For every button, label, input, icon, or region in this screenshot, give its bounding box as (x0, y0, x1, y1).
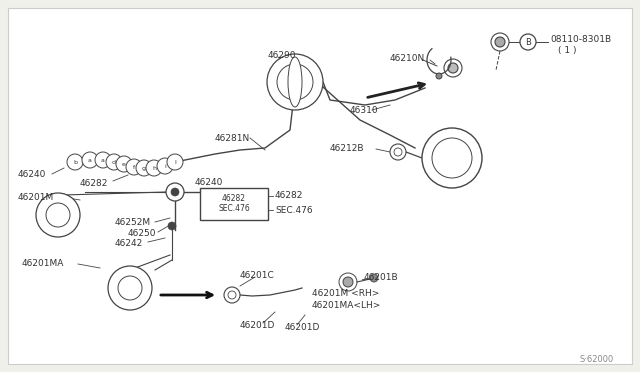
Text: 08110-8301B: 08110-8301B (550, 35, 611, 44)
Text: 46210N: 46210N (390, 54, 425, 62)
Text: 46201C: 46201C (240, 270, 275, 279)
Circle shape (390, 144, 406, 160)
Circle shape (95, 152, 111, 168)
Text: 46282: 46282 (275, 190, 303, 199)
Text: 46201M <RH>: 46201M <RH> (312, 289, 380, 298)
Circle shape (167, 154, 183, 170)
Text: 46201M: 46201M (18, 192, 54, 202)
Circle shape (224, 287, 240, 303)
Text: 46281N: 46281N (215, 134, 250, 142)
Text: 46201B: 46201B (364, 273, 399, 282)
Circle shape (228, 291, 236, 299)
Circle shape (126, 159, 142, 175)
Text: 46242: 46242 (115, 238, 143, 247)
Circle shape (267, 54, 323, 110)
Text: h: h (152, 166, 156, 170)
Bar (200, 188, 268, 220)
Text: 46282: 46282 (80, 179, 108, 187)
Text: 46282: 46282 (222, 193, 246, 202)
Circle shape (436, 73, 442, 79)
Text: 46201D: 46201D (285, 324, 321, 333)
Text: 46212B: 46212B (330, 144, 365, 153)
Circle shape (136, 160, 152, 176)
Text: d: d (112, 160, 116, 164)
Text: f: f (133, 164, 135, 170)
Text: 46240: 46240 (18, 170, 46, 179)
Text: 46240: 46240 (195, 177, 223, 186)
Text: e: e (122, 161, 126, 167)
Text: b: b (73, 160, 77, 164)
Circle shape (118, 276, 142, 300)
Circle shape (343, 277, 353, 287)
Circle shape (394, 148, 402, 156)
Ellipse shape (288, 57, 302, 107)
Circle shape (171, 188, 179, 196)
Text: a: a (101, 157, 105, 163)
Text: SEC.476: SEC.476 (218, 203, 250, 212)
Circle shape (277, 64, 313, 100)
Circle shape (157, 158, 173, 174)
Circle shape (67, 154, 83, 170)
Text: 46201D: 46201D (240, 321, 275, 330)
Circle shape (168, 222, 176, 230)
Circle shape (108, 266, 152, 310)
Text: B: B (525, 38, 531, 46)
Circle shape (495, 37, 505, 47)
Circle shape (448, 63, 458, 73)
Text: g: g (142, 166, 146, 170)
Circle shape (432, 138, 472, 178)
Circle shape (36, 193, 80, 237)
Circle shape (106, 154, 122, 170)
Circle shape (82, 152, 98, 168)
Text: i: i (164, 164, 166, 169)
Text: a: a (88, 157, 92, 163)
Circle shape (46, 203, 70, 227)
Text: S·62000: S·62000 (580, 356, 614, 365)
Text: 46250: 46250 (128, 228, 157, 237)
Text: 46201MA: 46201MA (22, 260, 65, 269)
Circle shape (422, 128, 482, 188)
Circle shape (116, 156, 132, 172)
Circle shape (166, 183, 184, 201)
Text: l: l (174, 160, 176, 164)
Text: 46310: 46310 (350, 106, 379, 115)
Circle shape (146, 160, 162, 176)
Text: SEC.476: SEC.476 (275, 205, 312, 215)
Text: 46252M: 46252M (115, 218, 151, 227)
Circle shape (370, 274, 378, 282)
Circle shape (520, 34, 536, 50)
Text: 46201MA<LH>: 46201MA<LH> (312, 301, 381, 310)
Text: 46290: 46290 (268, 51, 296, 60)
Text: ( 1 ): ( 1 ) (558, 45, 577, 55)
